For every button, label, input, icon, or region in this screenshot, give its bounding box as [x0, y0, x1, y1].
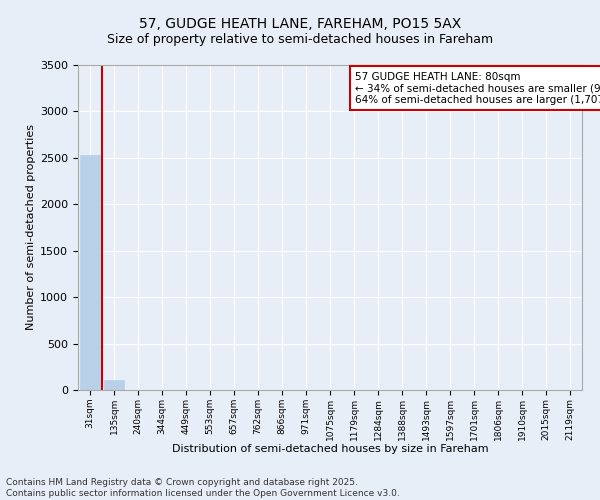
- Text: Size of property relative to semi-detached houses in Fareham: Size of property relative to semi-detach…: [107, 32, 493, 46]
- X-axis label: Distribution of semi-detached houses by size in Fareham: Distribution of semi-detached houses by …: [172, 444, 488, 454]
- Bar: [104, 380, 124, 390]
- Text: 57, GUDGE HEATH LANE, FAREHAM, PO15 5AX: 57, GUDGE HEATH LANE, FAREHAM, PO15 5AX: [139, 18, 461, 32]
- Text: Contains HM Land Registry data © Crown copyright and database right 2025.
Contai: Contains HM Land Registry data © Crown c…: [6, 478, 400, 498]
- Text: 57 GUDGE HEATH LANE: 80sqm
← 34% of semi-detached houses are smaller (902)
64% o: 57 GUDGE HEATH LANE: 80sqm ← 34% of semi…: [355, 72, 600, 104]
- Bar: [80, 155, 100, 390]
- Y-axis label: Number of semi-detached properties: Number of semi-detached properties: [26, 124, 36, 330]
